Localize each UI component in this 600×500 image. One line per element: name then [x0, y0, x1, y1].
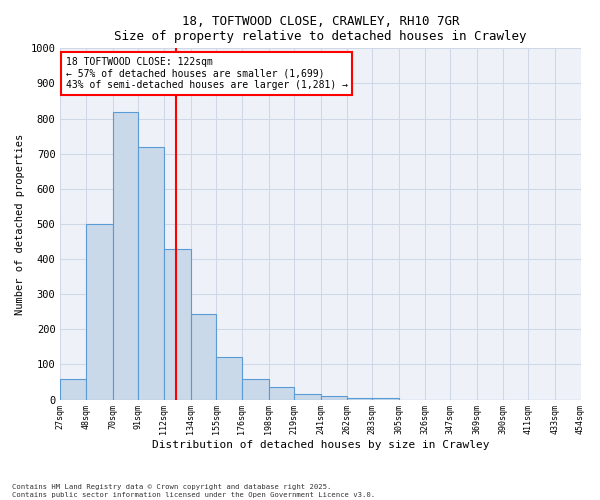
Bar: [113, 112, 139, 400]
Bar: [321, 396, 347, 400]
Bar: [242, 378, 269, 400]
Bar: [269, 388, 294, 400]
Bar: [61, 378, 86, 400]
Title: 18, TOFTWOOD CLOSE, CRAWLEY, RH10 7GR
Size of property relative to detached hous: 18, TOFTWOOD CLOSE, CRAWLEY, RH10 7GR Si…: [114, 15, 527, 43]
Bar: [164, 248, 191, 400]
Bar: [347, 398, 372, 400]
Y-axis label: Number of detached properties: Number of detached properties: [15, 134, 25, 314]
Bar: [294, 394, 321, 400]
Bar: [191, 314, 217, 400]
Bar: [217, 358, 242, 400]
X-axis label: Distribution of detached houses by size in Crawley: Distribution of detached houses by size …: [152, 440, 489, 450]
Bar: [86, 224, 113, 400]
Bar: [372, 398, 399, 400]
Text: Contains HM Land Registry data © Crown copyright and database right 2025.
Contai: Contains HM Land Registry data © Crown c…: [12, 484, 375, 498]
Bar: [139, 146, 164, 400]
Text: 18 TOFTWOOD CLOSE: 122sqm
← 57% of detached houses are smaller (1,699)
43% of se: 18 TOFTWOOD CLOSE: 122sqm ← 57% of detac…: [65, 57, 347, 90]
